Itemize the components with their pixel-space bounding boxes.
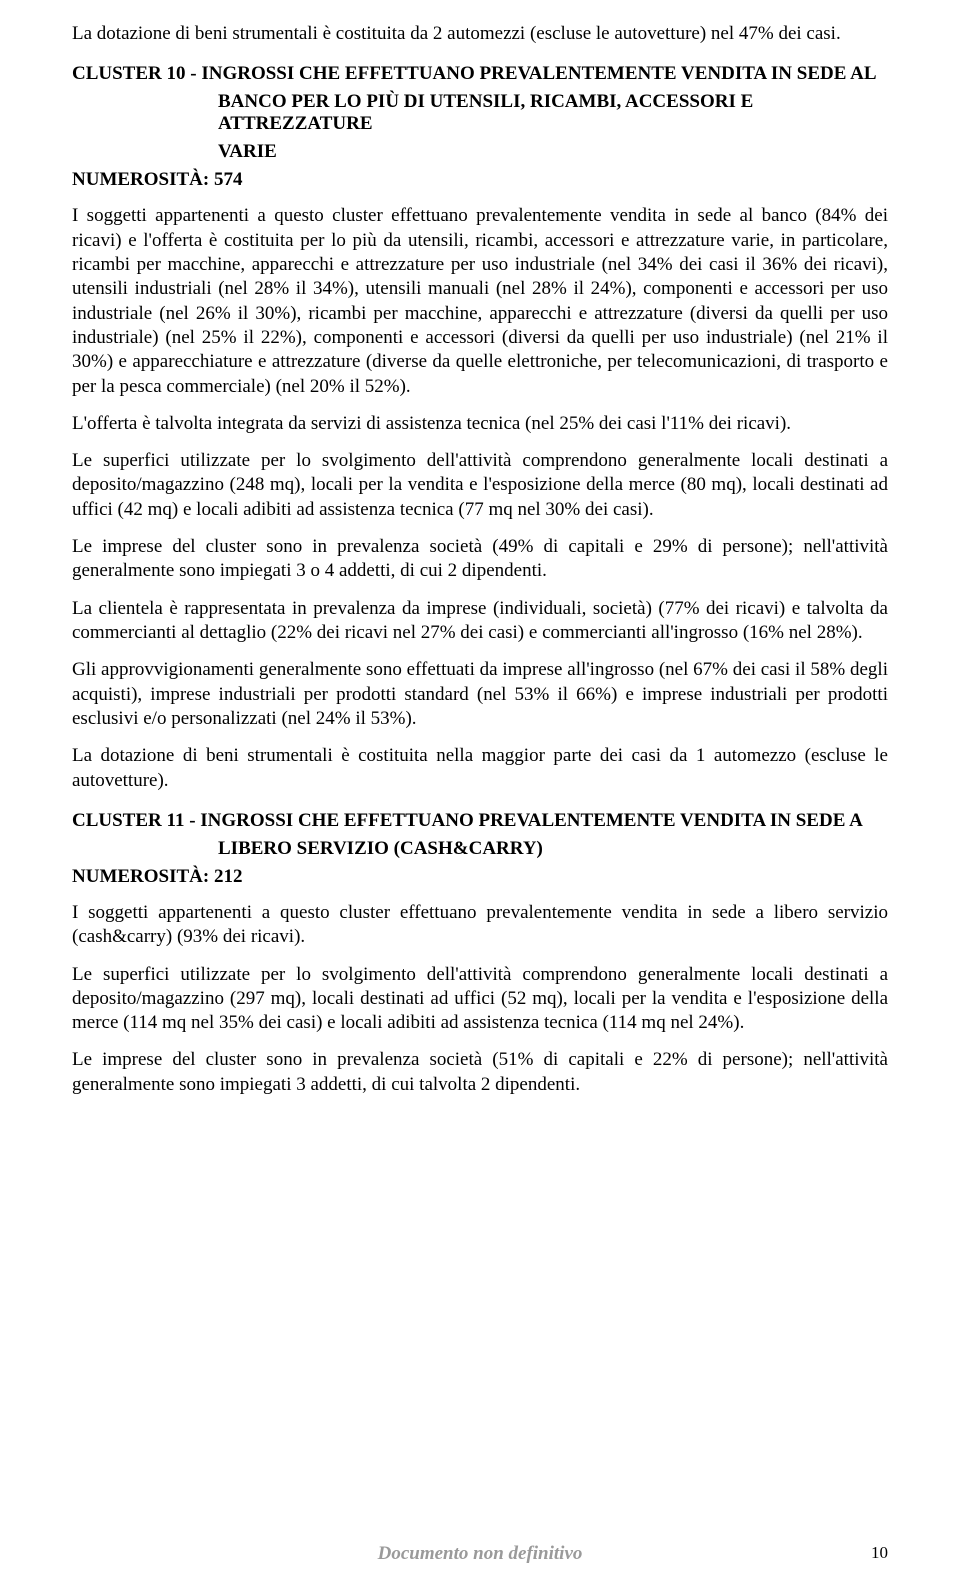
cluster11-title-line1: CLUSTER 11 - INGROSSI CHE EFFETTUANO PRE… [72,810,888,832]
footer-center-text: Documento non definitivo [72,1543,888,1565]
cluster10-p4: Le imprese del cluster sono in prevalenz… [72,535,888,584]
footer: Documento non definitivo 10 [72,1543,888,1563]
cluster11-numerosita: NUMEROSITÀ: 212 [72,866,888,888]
cluster11-p3: Le imprese del cluster sono in prevalenz… [72,1048,888,1097]
cluster10-title-line2: BANCO PER LO PIÙ DI UTENSILI, RICAMBI, A… [72,91,888,135]
cluster11-p2: Le superfici utilizzate per lo svolgimen… [72,963,888,1036]
page: La dotazione di beni strumentali è costi… [0,0,960,1585]
cluster10-title-line3: VARIE [72,141,888,163]
cluster10-p5: La clientela è rappresentata in prevalen… [72,597,888,646]
cluster10-p1: I soggetti appartenenti a questo cluster… [72,204,888,399]
cluster10-p7: La dotazione di beni strumentali è costi… [72,744,888,793]
cluster10-title-line1: CLUSTER 10 - INGROSSI CHE EFFETTUANO PRE… [72,63,888,85]
cluster11-p1: I soggetti appartenenti a questo cluster… [72,901,888,950]
cluster10-p2: L'offerta è talvolta integrata da serviz… [72,412,888,436]
cluster10-numerosita: NUMEROSITÀ: 574 [72,169,888,191]
footer-page-number: 10 [871,1543,888,1563]
cluster10-p6: Gli approvvigionamenti generalmente sono… [72,658,888,731]
cluster11-title-line2: LIBERO SERVIZIO (CASH&CARRY) [72,838,888,860]
cluster10-p3: Le superfici utilizzate per lo svolgimen… [72,449,888,522]
intro-paragraph: La dotazione di beni strumentali è costi… [72,22,888,46]
